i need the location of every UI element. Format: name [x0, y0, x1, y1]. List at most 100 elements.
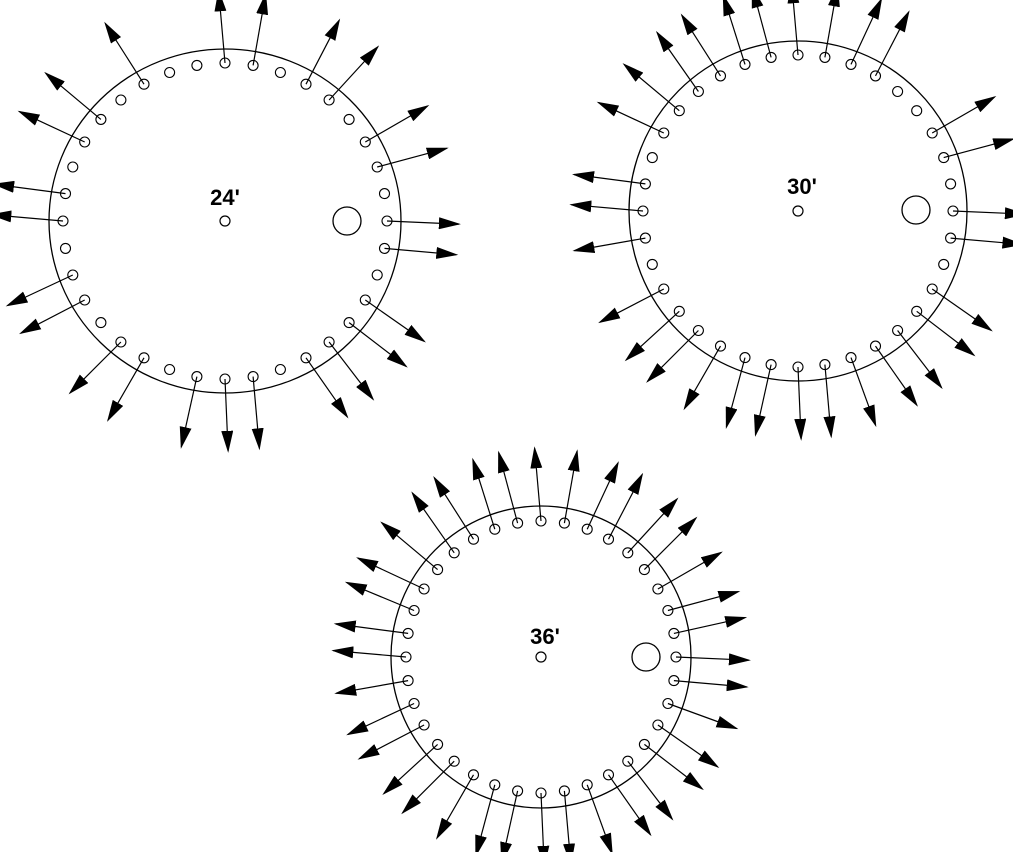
- flow-arrow: [331, 646, 407, 659]
- flow-arrow: [572, 171, 646, 185]
- flow-arrow: [401, 760, 455, 815]
- flow-arrow: [498, 450, 519, 524]
- diameter-label-36: 36': [530, 624, 560, 649]
- flow-arrow: [622, 63, 680, 112]
- nozzle-hole: [274, 363, 286, 376]
- flow-arrow: [500, 790, 519, 852]
- flow-arrow: [17, 110, 85, 143]
- flow-arrow: [627, 497, 679, 554]
- nozzle-hole: [67, 161, 79, 173]
- flow-arrow: [563, 790, 576, 852]
- flow-arrow: [675, 653, 751, 666]
- nozzle-hole: [911, 105, 923, 117]
- flow-arrow: [624, 310, 680, 362]
- flow-arrow: [586, 784, 613, 852]
- flow-arrow: [305, 357, 349, 419]
- flow-arrow: [364, 104, 430, 143]
- flow-arrow: [107, 357, 145, 422]
- flow-arrow: [221, 378, 234, 453]
- center-hole: [219, 215, 231, 227]
- flow-arrow: [377, 147, 449, 168]
- nozzle-hole: [945, 178, 957, 190]
- diameter-label-24: 24': [210, 185, 240, 210]
- diameter-label-30: 30': [787, 174, 817, 199]
- flow-arrow: [644, 743, 704, 791]
- flow-arrow: [667, 702, 739, 730]
- flow-arrow: [537, 792, 550, 852]
- ring-diagram-30: 30': [569, 0, 1013, 441]
- flow-arrow: [627, 760, 674, 821]
- ring-outline: [48, 48, 402, 394]
- flow-arrow: [751, 0, 772, 58]
- flow-arrow: [655, 30, 699, 92]
- flow-arrow: [179, 376, 198, 449]
- nozzle-hole: [938, 258, 950, 270]
- flow-arrow: [569, 200, 644, 213]
- nozzle-hole: [191, 59, 203, 71]
- flow-arrow: [753, 364, 772, 437]
- flow-arrow: [563, 449, 580, 524]
- flow-arrow: [380, 521, 438, 571]
- flow-arrow: [722, 0, 746, 65]
- flow-arrow: [572, 237, 646, 254]
- flow-arrow: [530, 446, 543, 522]
- flow-arrow: [850, 357, 877, 428]
- nozzle-hole: [115, 94, 127, 106]
- flow-arrow: [386, 217, 461, 230]
- flow-arrow: [673, 616, 748, 634]
- flow-arrow: [334, 680, 409, 696]
- flow-arrow: [897, 330, 943, 390]
- nozzle-hole: [646, 152, 658, 164]
- flow-arrow: [657, 724, 720, 769]
- large-port-hole: [901, 195, 931, 225]
- flow-arrow: [356, 557, 425, 590]
- flow-arrow: [344, 581, 415, 612]
- flow-arrow: [823, 364, 836, 439]
- flow-arrow: [214, 0, 227, 64]
- nozzle-hole: [59, 242, 72, 254]
- flow-arrow: [950, 236, 1013, 249]
- flow-arrow: [850, 0, 883, 65]
- ring-diagram-24: 24': [0, 0, 461, 453]
- nozzle-hole: [892, 85, 904, 98]
- nozzle-hole: [95, 317, 107, 329]
- flow-arrow: [607, 472, 644, 540]
- flow-arrow: [794, 366, 807, 441]
- nozzle-hole: [164, 363, 176, 376]
- flow-arrow: [586, 461, 619, 530]
- large-port-hole: [332, 206, 362, 236]
- center-hole: [792, 205, 804, 217]
- nozzle-hole: [646, 258, 658, 270]
- flow-arrow: [472, 457, 496, 530]
- flow-arrow: [931, 96, 997, 134]
- flow-arrow: [346, 702, 415, 736]
- ring-diagram-36: 36': [331, 446, 751, 852]
- flow-arrow: [673, 679, 749, 692]
- flow-arrow: [305, 18, 341, 85]
- large-port-hole: [631, 642, 661, 672]
- flow-arrow: [252, 0, 269, 66]
- flow-arrow: [44, 71, 102, 120]
- flow-arrow: [667, 590, 741, 612]
- flow-arrow: [916, 310, 976, 357]
- flow-arrow: [68, 341, 122, 395]
- flow-arrow: [384, 246, 459, 259]
- flow-arrow: [824, 0, 840, 58]
- flow-arrow: [104, 21, 145, 85]
- flow-arrow: [251, 376, 264, 451]
- flow-arrow: [0, 210, 64, 223]
- flow-arrow: [382, 743, 439, 796]
- flow-arrow: [943, 138, 1013, 159]
- flow-arrow: [475, 784, 496, 852]
- flow-arrow: [874, 10, 910, 77]
- ring-outline: [628, 40, 968, 382]
- center-hole: [535, 651, 547, 663]
- flow-arrow: [411, 491, 455, 554]
- flow-arrow: [646, 330, 699, 383]
- flow-arrow: [875, 345, 918, 407]
- nozzle-hole: [274, 66, 286, 79]
- flow-arrow: [0, 180, 66, 195]
- nozzle-hole: [343, 113, 355, 125]
- flow-arrow: [328, 341, 375, 401]
- flow-arrow: [657, 551, 723, 590]
